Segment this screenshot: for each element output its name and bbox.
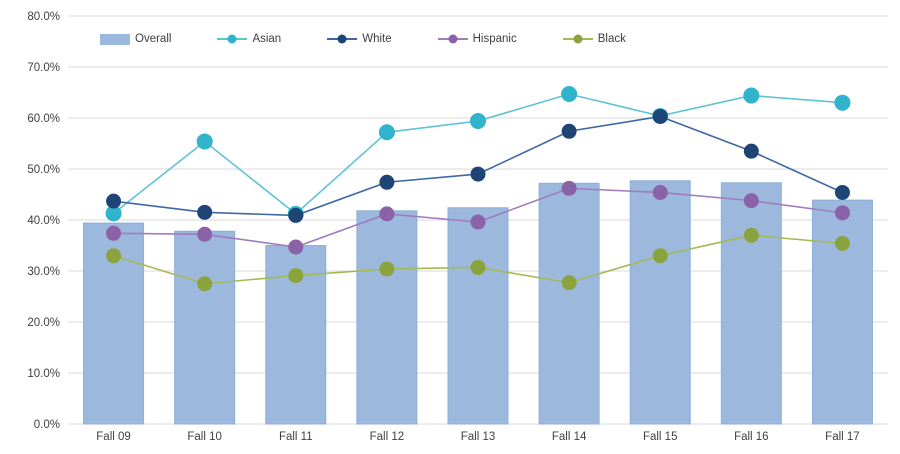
- data-point-marker-white: [197, 204, 213, 220]
- data-point-marker-white: [379, 174, 395, 190]
- x-tick-label: Fall 17: [825, 431, 860, 443]
- data-point-marker-asian: [743, 87, 760, 104]
- data-point-marker-white: [470, 166, 486, 182]
- legend-item-asian: Asian: [217, 33, 281, 45]
- legend-label: Asian: [252, 33, 282, 45]
- bar-overall: [447, 207, 509, 425]
- legend-item-hispanic: Hispanic: [437, 33, 517, 45]
- data-point-marker-white: [561, 123, 577, 139]
- legend-marker-dot: [337, 34, 347, 44]
- bar-overall: [174, 230, 236, 425]
- legend-line-swatch: [437, 34, 468, 44]
- data-point-marker-asian: [834, 94, 851, 111]
- data-point-marker-white: [834, 184, 850, 200]
- data-point-marker-hispanic: [197, 226, 213, 242]
- legend: Overall Asian White Hispanic Black: [100, 33, 626, 45]
- legend-marker-dot: [227, 34, 237, 44]
- data-point-marker-black: [652, 248, 668, 264]
- data-point-marker-hispanic: [561, 180, 577, 196]
- data-point-marker-white: [288, 207, 304, 223]
- bar-overall: [720, 182, 782, 425]
- data-point-marker-asian: [561, 86, 578, 103]
- data-point-marker-white: [652, 108, 668, 124]
- data-point-marker-asian: [105, 205, 122, 222]
- legend-line-swatch: [562, 34, 593, 44]
- data-point-marker-asian: [470, 113, 486, 130]
- legend-bar-swatch: [100, 33, 130, 45]
- y-tick-label: 20.0%: [27, 317, 60, 329]
- data-point-marker-black: [288, 268, 304, 284]
- data-point-marker-hispanic: [652, 184, 668, 200]
- data-point-marker-hispanic: [834, 205, 850, 221]
- legend-label: Overall: [135, 33, 172, 45]
- data-point-marker-black: [106, 248, 122, 264]
- legend-label: Black: [597, 33, 626, 45]
- legend-item-white: White: [327, 33, 392, 45]
- legend-line-swatch: [217, 34, 248, 44]
- data-point-marker-hispanic: [106, 225, 122, 241]
- x-tick-label: Fall 10: [187, 431, 222, 443]
- y-tick-label: 10.0%: [27, 368, 60, 380]
- x-tick-label: Fall 11: [279, 431, 313, 443]
- data-point-marker-black: [743, 227, 759, 243]
- bar-overall: [811, 199, 873, 425]
- y-tick-label: 80.0%: [27, 11, 60, 23]
- data-point-marker-hispanic: [379, 206, 395, 222]
- x-tick-label: Fall 13: [461, 431, 496, 443]
- data-point-marker-asian: [196, 133, 213, 150]
- legend-label: White: [362, 33, 392, 45]
- data-point-marker-hispanic: [743, 193, 759, 209]
- data-point-marker-black: [834, 235, 850, 251]
- data-point-marker-hispanic: [470, 214, 486, 230]
- bar-overall: [356, 210, 418, 425]
- x-tick-label: Fall 15: [643, 431, 678, 443]
- bar-overall: [629, 180, 691, 425]
- x-tick-label: Fall 09: [96, 431, 131, 443]
- legend-item-overall: Overall: [100, 33, 171, 45]
- legend-label: Hispanic: [472, 33, 517, 45]
- data-point-marker-black: [197, 276, 213, 292]
- y-tick-label: 40.0%: [27, 215, 60, 227]
- x-tick-label: Fall 14: [552, 431, 587, 443]
- legend-line-swatch: [327, 34, 358, 44]
- data-point-marker-black: [561, 275, 577, 291]
- x-tick-label: Fall 12: [370, 431, 405, 443]
- data-point-marker-hispanic: [288, 239, 304, 255]
- legend-marker-dot: [448, 34, 458, 44]
- data-point-marker-asian: [378, 124, 395, 141]
- data-point-marker-white: [106, 193, 122, 209]
- data-point-marker-black: [379, 261, 395, 277]
- y-tick-label: 50.0%: [27, 164, 60, 176]
- y-tick-label: 70.0%: [27, 62, 60, 74]
- legend-item-black: Black: [562, 33, 626, 45]
- bar-overall: [538, 182, 600, 425]
- x-tick-label: Fall 16: [734, 431, 769, 443]
- legend-marker-dot: [573, 34, 583, 44]
- data-point-marker-black: [470, 259, 486, 275]
- data-point-marker-white: [743, 143, 759, 159]
- y-tick-label: 30.0%: [27, 266, 60, 278]
- y-tick-label: 60.0%: [27, 113, 60, 125]
- y-tick-label: 0.0%: [34, 419, 60, 431]
